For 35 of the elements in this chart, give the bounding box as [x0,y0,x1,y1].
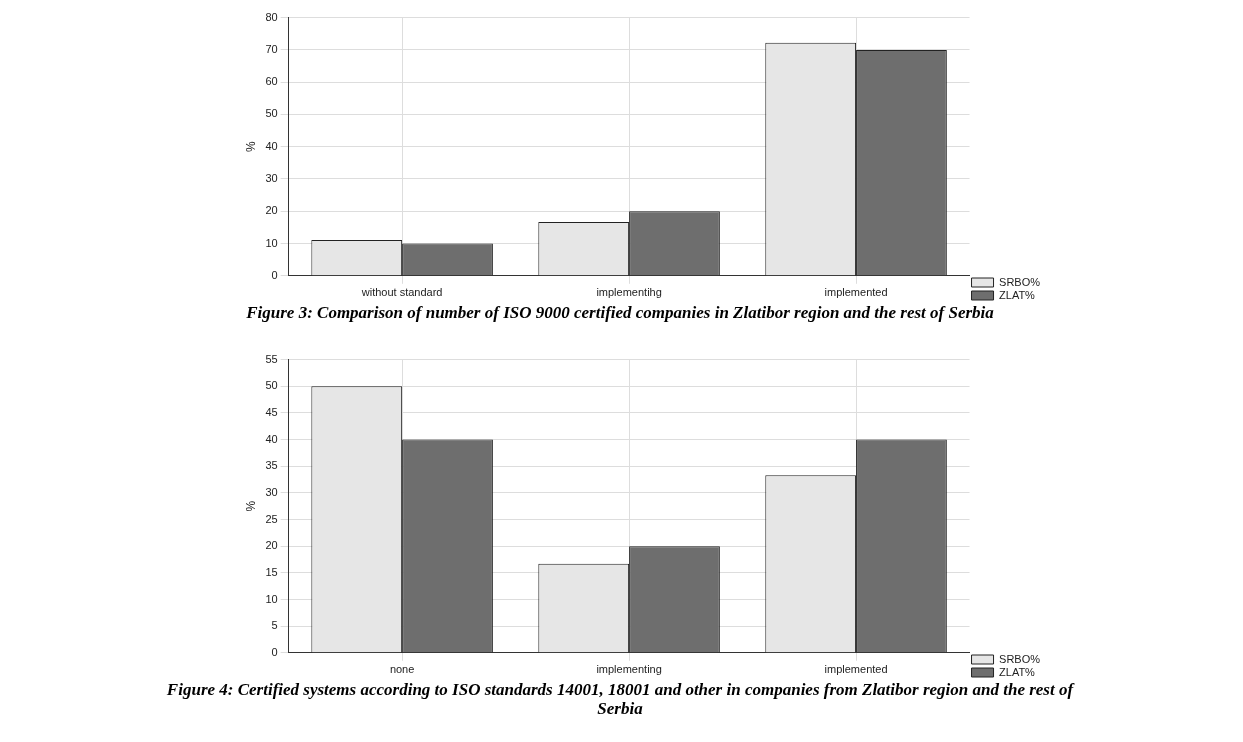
y-tick-label: 55 [265,352,278,365]
y-tick-label: 70 [265,42,278,55]
y-tick-label: 40 [265,139,278,152]
y-tick-label: 45 [265,405,278,418]
y-tick-label: 30 [265,485,278,498]
x-tick-label: implemented [824,286,888,299]
legend-label: ZLAT% [999,288,1036,301]
y-tick-label: 25 [265,512,278,525]
x-tick-label: without standard [360,286,443,299]
y-tick-label: 30 [265,172,278,185]
y-tick-label: 0 [271,268,278,281]
y-tick-label: 10 [265,592,278,605]
y-tick-label: 20 [265,539,278,552]
legend-label: SRBO% [999,275,1041,288]
x-tick-label: implementing [596,663,662,676]
x-tick-label: implemented [824,663,888,676]
y-axis-title: % [243,141,258,153]
y-tick-label: 20 [265,204,278,217]
legend-label: SRBO% [999,652,1041,665]
y-axis-title: % [243,500,258,512]
legend-label: ZLAT% [999,665,1036,678]
y-tick-label: 10 [265,236,278,249]
x-tick-label: none [389,663,415,676]
y-tick-label: 60 [265,75,278,88]
y-tick-label: 50 [265,379,278,392]
y-tick-label: 35 [265,459,278,472]
x-tick-label: implementihg [596,286,662,299]
text: Figure 3: Comparison of number of ISO 9000 certified companies in Zlatibor region and the rest of Serbia [245,303,995,322]
text: Figure 4: Certified systems according to ISO standards 14001, 18001 and other in companies from Zlatibor region and the rest of Serbia [165,680,1076,718]
y-tick-label: 50 [265,107,278,120]
y-tick-label: 5 [271,619,278,632]
y-tick-label: 0 [271,645,278,658]
y-tick-label: 15 [265,565,278,578]
y-tick-label: 40 [265,432,278,445]
y-tick-label: 80 [265,10,278,23]
